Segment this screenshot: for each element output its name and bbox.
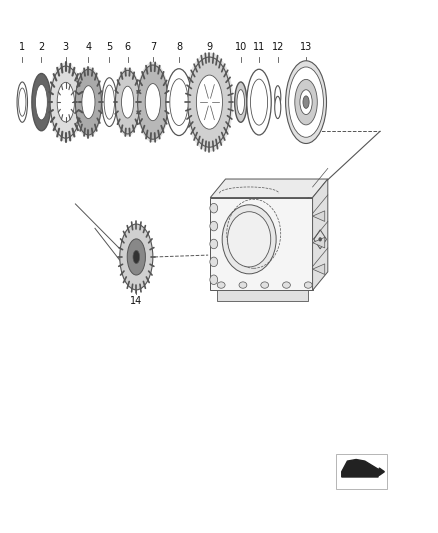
Text: 9: 9 <box>206 42 212 52</box>
Text: 5: 5 <box>106 42 113 52</box>
Ellipse shape <box>222 205 276 274</box>
Ellipse shape <box>275 86 281 108</box>
Text: 1: 1 <box>19 42 25 52</box>
Ellipse shape <box>239 282 247 288</box>
Text: 12: 12 <box>272 42 284 52</box>
Ellipse shape <box>120 224 153 290</box>
Text: 7: 7 <box>150 42 156 52</box>
Polygon shape <box>313 179 328 290</box>
Text: 2: 2 <box>38 42 45 52</box>
Ellipse shape <box>187 57 231 147</box>
Ellipse shape <box>196 75 223 129</box>
Ellipse shape <box>145 84 160 120</box>
Text: 3: 3 <box>63 42 69 52</box>
Polygon shape <box>313 211 325 221</box>
Ellipse shape <box>166 69 192 135</box>
Ellipse shape <box>210 221 218 231</box>
Polygon shape <box>379 468 385 475</box>
Text: 11: 11 <box>253 42 265 52</box>
Ellipse shape <box>228 212 271 267</box>
Ellipse shape <box>17 82 28 122</box>
Polygon shape <box>210 179 328 198</box>
Ellipse shape <box>304 282 312 288</box>
Ellipse shape <box>185 53 233 152</box>
Polygon shape <box>342 459 380 477</box>
Ellipse shape <box>210 257 218 266</box>
Ellipse shape <box>127 239 145 275</box>
Polygon shape <box>313 237 325 248</box>
Ellipse shape <box>170 79 188 125</box>
Polygon shape <box>313 264 325 274</box>
Polygon shape <box>217 290 308 301</box>
Ellipse shape <box>49 62 83 142</box>
Ellipse shape <box>235 82 247 122</box>
Polygon shape <box>210 198 313 290</box>
Ellipse shape <box>75 69 102 135</box>
Ellipse shape <box>136 62 170 142</box>
Ellipse shape <box>247 69 271 135</box>
Ellipse shape <box>217 282 225 288</box>
Ellipse shape <box>286 61 326 143</box>
Ellipse shape <box>237 90 244 115</box>
Text: 10: 10 <box>235 42 247 52</box>
Ellipse shape <box>133 251 140 263</box>
Ellipse shape <box>210 239 218 249</box>
Ellipse shape <box>19 88 26 116</box>
Text: 4: 4 <box>85 42 92 52</box>
Ellipse shape <box>210 275 218 285</box>
Text: 6: 6 <box>124 42 131 52</box>
Ellipse shape <box>251 79 268 125</box>
Ellipse shape <box>275 96 281 118</box>
Ellipse shape <box>57 82 74 122</box>
Ellipse shape <box>116 70 140 134</box>
Ellipse shape <box>102 78 117 126</box>
Ellipse shape <box>210 204 218 213</box>
Ellipse shape <box>32 74 51 131</box>
Text: 13: 13 <box>300 42 312 52</box>
Ellipse shape <box>138 65 168 139</box>
Text: 14: 14 <box>130 296 142 305</box>
Text: 8: 8 <box>176 42 182 52</box>
Ellipse shape <box>74 67 102 138</box>
Ellipse shape <box>121 86 134 118</box>
Ellipse shape <box>289 67 323 138</box>
Ellipse shape <box>300 90 312 115</box>
Ellipse shape <box>295 79 317 125</box>
Circle shape <box>318 237 322 241</box>
Ellipse shape <box>35 84 47 120</box>
Ellipse shape <box>303 96 309 108</box>
Ellipse shape <box>50 66 81 138</box>
Ellipse shape <box>283 282 290 288</box>
Ellipse shape <box>114 68 141 136</box>
Ellipse shape <box>261 282 268 288</box>
Ellipse shape <box>82 86 95 118</box>
Ellipse shape <box>104 85 114 119</box>
